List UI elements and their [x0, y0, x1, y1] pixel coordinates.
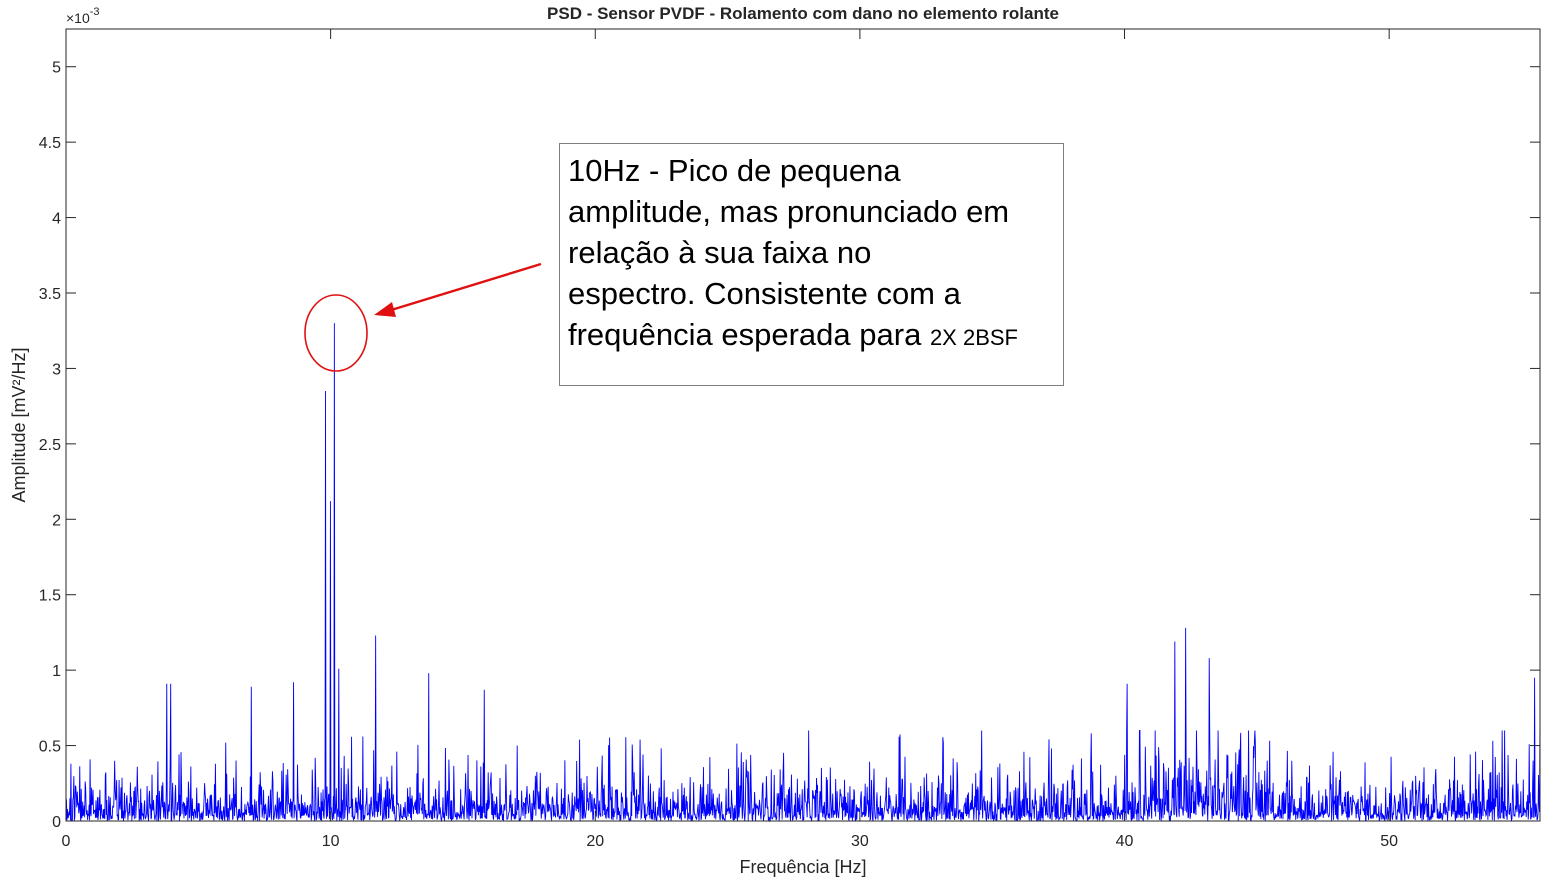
annotation-line: 10Hz - Pico de pequena: [568, 153, 901, 188]
axes-box: [65, 28, 1541, 822]
y-tick-label: 1.5: [39, 588, 61, 605]
y-tick-label: 0.5: [39, 739, 61, 756]
annotation-arrow-shaft: [387, 262, 542, 313]
x-tick-label: 0: [62, 833, 71, 850]
x-axis-label: Frequência [Hz]: [739, 857, 866, 877]
y-tick-label: 4: [52, 211, 61, 228]
psd-line: [65, 323, 1541, 823]
y-tick-label: 5: [52, 60, 61, 77]
y-exponent-label: ×10-3: [66, 6, 100, 26]
annotation-line: amplitude, mas pronunciado em: [568, 194, 1010, 229]
peak-highlight-circle: [304, 294, 368, 372]
psd-series: [65, 323, 1541, 823]
chart-title: PSD - Sensor PVDF - Rolamento com dano n…: [547, 4, 1059, 23]
y-tick-label: 3.5: [39, 286, 61, 303]
x-tick-label: 30: [851, 833, 869, 850]
annotation-arrow-head: [374, 302, 396, 317]
axis-ticks: 0 10 20 30 40 50 0 0.5 1 1.5 2 2.5 3 3.5 4 4.5 5: [39, 29, 1540, 850]
annotation-box: 10Hz - Pico de pequena amplitude, mas pr…: [559, 143, 1064, 386]
annotation-line: frequência esperada para 2X 2BSF: [568, 317, 1018, 352]
annotation-line: espectro. Consistente com a: [568, 276, 961, 311]
y-tick-label: 2: [52, 512, 61, 529]
x-tick-label: 20: [586, 833, 604, 850]
y-tick-label: 1: [52, 663, 61, 680]
x-tick-label: 50: [1380, 833, 1398, 850]
x-tick-label: 10: [322, 833, 340, 850]
y-tick-label: 2.5: [39, 437, 61, 454]
annotation-line-suffix: 2X 2BSF: [929, 325, 1018, 350]
y-tick-label: 3: [52, 361, 61, 378]
annotation-line: relação à sua faixa no: [568, 235, 872, 270]
y-tick-label: 4.5: [39, 135, 61, 152]
y-axis-label: Amplitude [mV²/Hz]: [9, 347, 29, 502]
y-tick-label: 0: [52, 814, 61, 831]
x-tick-label: 40: [1116, 833, 1134, 850]
